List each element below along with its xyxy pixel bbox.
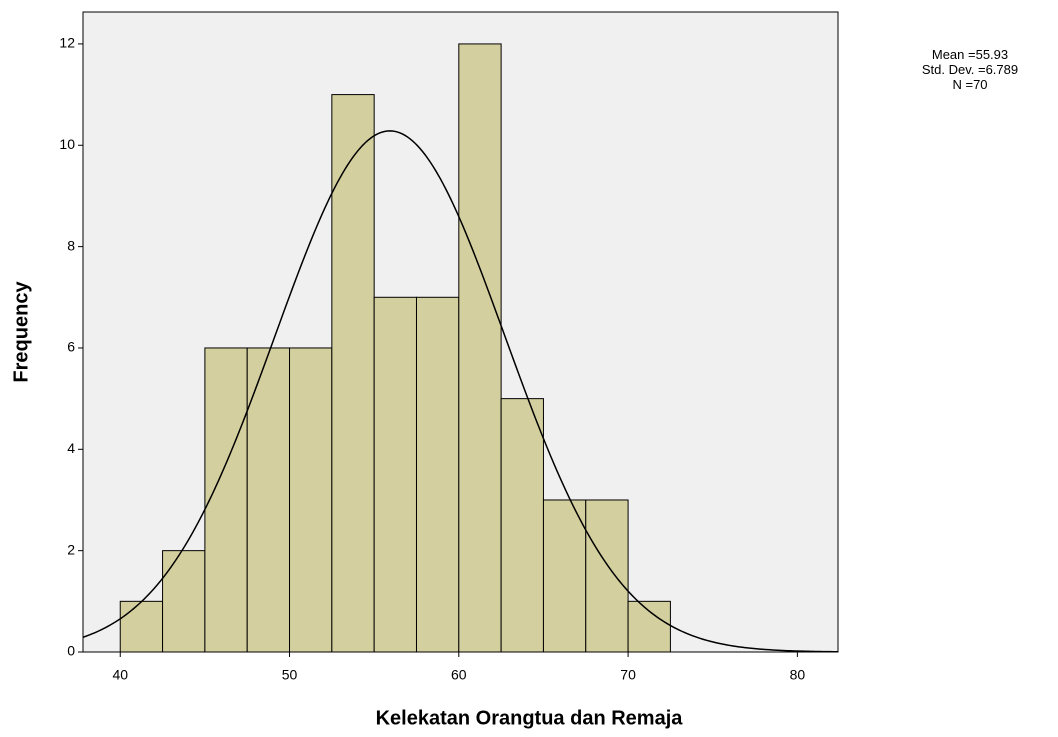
bar (586, 500, 628, 652)
bar (459, 44, 501, 652)
bar (332, 95, 374, 652)
y-tick-label: 6 (67, 339, 75, 355)
stat-text: Std. Dev. =6.789 (922, 62, 1018, 77)
x-tick-label: 50 (282, 667, 298, 683)
stat-value: 55.93 (976, 47, 1009, 62)
stat-value: 70 (973, 77, 987, 92)
bar (543, 500, 585, 652)
stat-text: N =70 (952, 77, 987, 92)
x-tick-label: 70 (620, 667, 636, 683)
y-tick-label: 12 (59, 35, 75, 51)
bar (163, 551, 205, 652)
bar (501, 399, 543, 652)
y-tick-label: 10 (59, 136, 75, 152)
x-tick-label: 40 (112, 667, 128, 683)
chart: Kelekatan Orangtua dan Remaja Frequency … (0, 0, 1058, 737)
y-axis-title: Frequency (10, 281, 32, 383)
y-tick-label: 2 (67, 541, 75, 557)
bar (290, 348, 332, 652)
y-tick-label: 4 (67, 440, 75, 456)
x-tick-label: 80 (790, 667, 806, 683)
stat-text: Mean =55.93 (932, 47, 1008, 62)
bar (374, 297, 416, 652)
bar (120, 601, 162, 652)
x-axis-title: Kelekatan Orangtua dan Remaja (376, 707, 684, 729)
bar (628, 601, 670, 652)
stat-label: Mean = (932, 47, 976, 62)
bar (416, 297, 458, 652)
stat-label: Std. Dev. = (922, 62, 986, 77)
stat-value: 6.789 (986, 62, 1019, 77)
stat-label: N = (952, 77, 973, 92)
y-tick-label: 0 (67, 643, 75, 659)
y-tick-label: 8 (67, 237, 75, 253)
bar (205, 348, 247, 652)
x-tick-label: 60 (451, 667, 467, 683)
